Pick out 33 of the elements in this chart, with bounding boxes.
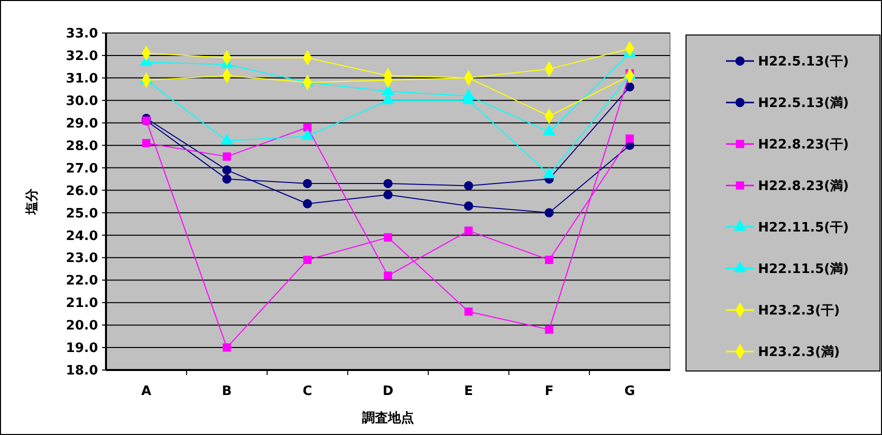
y-tick-label: 27.0 <box>66 161 98 176</box>
legend-label: H22.11.5(満) <box>758 262 849 278</box>
y-tick-label: 31.0 <box>66 71 98 86</box>
y-tick-label: 29.0 <box>66 116 98 132</box>
y-tick-label: 21.0 <box>66 296 98 312</box>
legend-label: H22.5.13(干) <box>758 54 849 70</box>
y-tick-label: 23.0 <box>66 251 98 266</box>
y-axis-title: 塩分 <box>25 188 40 216</box>
legend-label: H23.2.3(干) <box>758 304 840 319</box>
x-tick-label: F <box>544 384 554 399</box>
y-tick-label: 28.0 <box>66 138 98 154</box>
x-tick-label: E <box>464 384 474 399</box>
y-tick-label: 30.0 <box>66 94 98 109</box>
legend-label: H22.11.5(干) <box>758 220 849 236</box>
legend-label: H22.5.13(満) <box>758 96 849 112</box>
legend-label: H22.8.23(満) <box>758 179 849 194</box>
y-tick-label: 25.0 <box>66 206 98 222</box>
x-tick-label: G <box>624 384 636 399</box>
x-axis-title: 調査地点 <box>362 410 414 426</box>
x-tick-label: D <box>382 384 394 399</box>
y-tick-label: 26.0 <box>66 184 98 199</box>
y-tick-label: 22.0 <box>66 274 98 289</box>
y-tick-label: 20.0 <box>66 318 98 334</box>
y-tick-label: 33.0 <box>66 26 98 42</box>
legend-label: H23.2.3(満) <box>758 345 840 360</box>
x-tick-label: A <box>141 384 152 399</box>
y-tick-label: 19.0 <box>66 341 98 356</box>
y-tick-label: 24.0 <box>66 228 98 244</box>
y-tick-label: 18.0 <box>66 364 98 379</box>
x-tick-label: C <box>302 384 312 399</box>
legend-label: H22.8.23(干) <box>758 138 849 153</box>
x-tick-label: B <box>222 384 232 399</box>
y-tick-label: 32.0 <box>66 49 98 64</box>
